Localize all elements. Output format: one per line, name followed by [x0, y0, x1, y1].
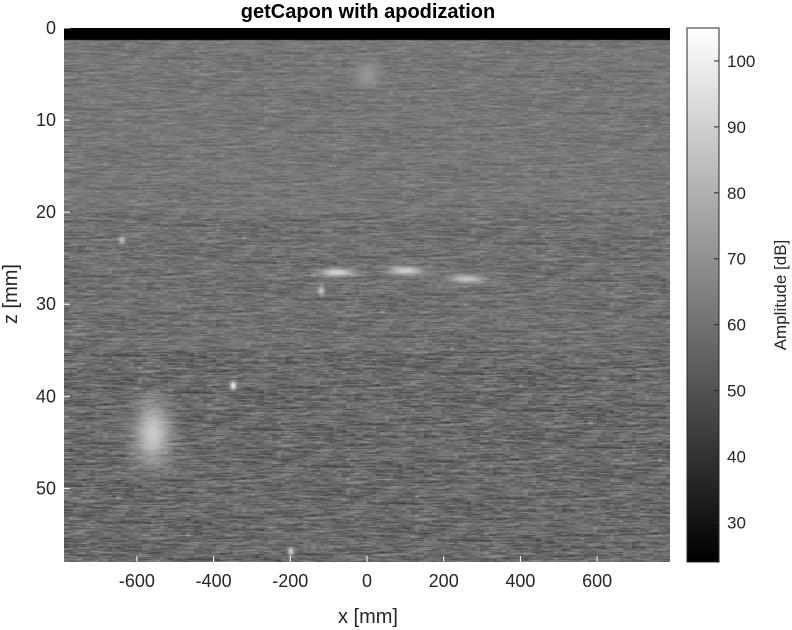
colorbar-tick-label: 40 [727, 448, 746, 467]
colorbar-label: Amplitude [dB] [771, 240, 790, 351]
y-axis-label: z [mm] [0, 264, 22, 324]
x-tick-label: -200 [272, 571, 308, 591]
colorbar-tick-label: 80 [727, 184, 746, 203]
colorbar: 30 40 50 60 70 80 90 100 Amplitude [dB] [686, 27, 790, 563]
colorbar-tick-label: 50 [727, 382, 746, 401]
x-tick-label: 600 [582, 571, 612, 591]
x-tick-label: 0 [362, 571, 372, 591]
y-tick-label: 40 [36, 386, 56, 406]
x-tick-label: -600 [119, 571, 155, 591]
colorbar-tick-label: 90 [727, 118, 746, 137]
plot-area [64, 28, 670, 562]
colorbar-tick-label: 70 [727, 250, 746, 269]
colorbar-ticks: 30 40 50 60 70 80 90 100 [714, 52, 755, 532]
y-tick-label: 50 [36, 478, 56, 498]
colorbar-tick-label: 60 [727, 316, 746, 335]
x-axis-label: x [mm] [338, 606, 398, 628]
x-axis: -600 -400 -200 0 200 400 600 [119, 556, 612, 591]
colorbar-tick-label: 30 [727, 513, 746, 532]
beamformed-image [64, 28, 670, 562]
y-axis: 0 10 20 30 40 50 [36, 18, 70, 498]
x-tick-label: 400 [505, 571, 535, 591]
colorbar-gradient [686, 27, 720, 563]
y-tick-label: 20 [36, 202, 56, 222]
y-tick-label: 10 [36, 110, 56, 130]
colorbar-tick-label: 100 [727, 52, 755, 71]
x-tick-label: 200 [429, 571, 459, 591]
y-tick-label: 30 [36, 294, 56, 314]
x-tick-label: -400 [196, 571, 232, 591]
y-tick-label: 0 [46, 18, 56, 38]
chart-title: getCapon with apodization [241, 1, 495, 23]
